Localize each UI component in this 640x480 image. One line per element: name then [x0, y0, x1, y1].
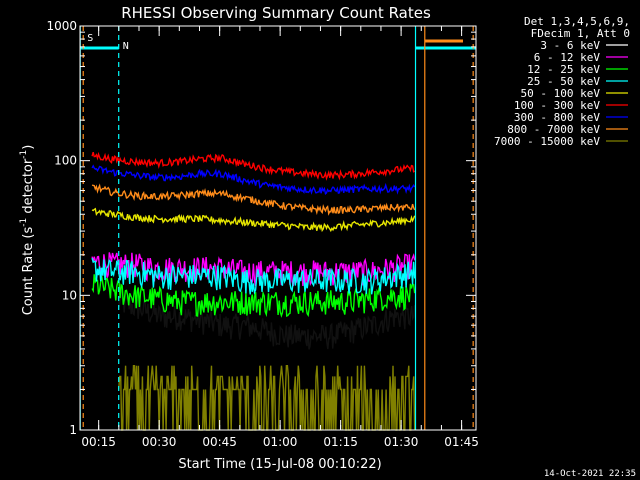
marker-label-n: N — [123, 41, 129, 52]
axes-layer: 1 10 100 1000 00:15 00:30 00:45 01:00 01:15 01:30… — [46, 19, 478, 449]
legend-label-2: 12 - 25 keV — [527, 63, 600, 76]
series-line-0 — [117, 290, 416, 350]
legend-label-3: 25 - 50 keV — [527, 75, 600, 88]
footer-timestamp: 14-Oct-2021 22:35 — [544, 469, 636, 479]
legend-header-line-1: FDecim 1, Att 0 — [531, 27, 630, 40]
series-line-3 — [91, 258, 416, 295]
series-line-4 — [91, 207, 416, 233]
series-line-2 — [91, 274, 416, 318]
legend-header-line-0: Det 1,3,4,5,6,9, — [524, 15, 630, 28]
series-line-6 — [91, 164, 416, 195]
legend-label-5: 100 - 300 keV — [514, 99, 600, 112]
x-tick-label: 01:45 — [444, 435, 479, 449]
legend-label-0: 3 - 6 keV — [540, 39, 600, 52]
y-tick-label: 1000 — [46, 19, 77, 33]
plot-frame — [79, 25, 477, 431]
y-tick-label: 1 — [69, 423, 77, 437]
y-axis-label: Count Rate (s-1 detector-1) — [19, 145, 36, 316]
x-tick-label: 00:45 — [202, 435, 237, 449]
legend: Det 1,3,4,5,6,9,FDecim 1, Att 03 - 6 keV… — [494, 15, 630, 148]
x-tick-label: 00:15 — [81, 435, 116, 449]
x-tick-label: 01:30 — [384, 435, 419, 449]
series-line-5 — [91, 151, 416, 181]
x-tick-label: 01:00 — [263, 435, 298, 449]
y-tick-label: 10 — [62, 288, 77, 302]
x-axis-label: Start Time (15-Jul-08 00:10:22) — [178, 457, 381, 472]
legend-label-6: 300 - 800 keV — [514, 111, 600, 124]
marker-layer: SN — [79, 26, 476, 430]
x-tick-label: 01:15 — [323, 435, 358, 449]
legend-label-7: 800 - 7000 keV — [507, 123, 600, 136]
legend-label-8: 7000 - 15000 keV — [494, 135, 600, 148]
series-line-1 — [91, 252, 416, 287]
x-tick-label: 00:30 — [142, 435, 177, 449]
chart-title: RHESSI Observing Summary Count Rates — [121, 4, 431, 22]
legend-label-4: 50 - 100 keV — [521, 87, 601, 100]
series-line-7 — [91, 183, 416, 216]
legend-label-1: 6 - 12 keV — [534, 51, 601, 64]
y-tick-label: 100 — [54, 154, 77, 168]
marker-label-s: S — [87, 33, 93, 44]
